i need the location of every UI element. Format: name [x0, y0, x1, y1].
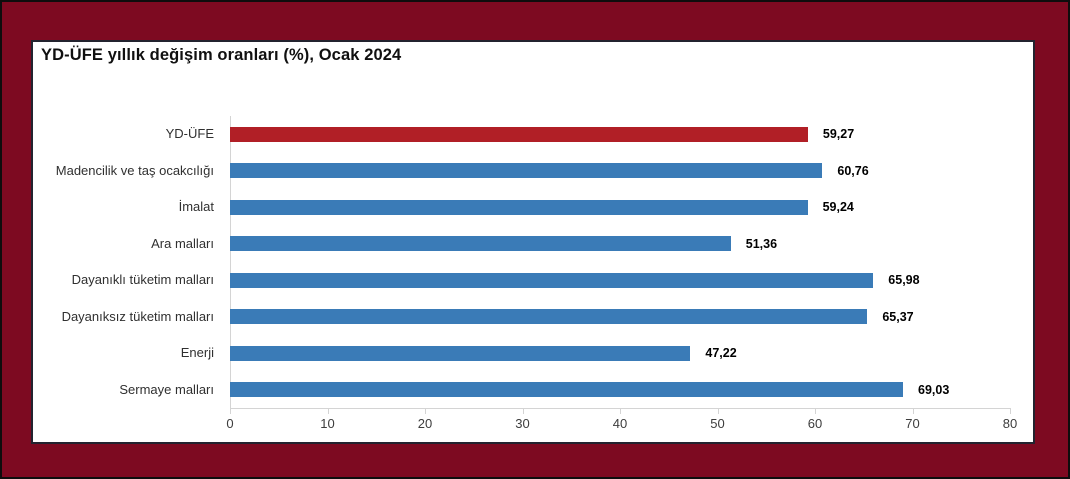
category-label: YD-ÜFE [165, 126, 214, 141]
value-label: 60,76 [837, 163, 869, 178]
category-label: Sermaye malları [119, 381, 214, 397]
category-label: Dayanıklı tüketim malları [71, 272, 214, 287]
bar-row: Enerji 47,22 [33, 335, 1033, 372]
bar-row: Madencilik ve taş ocakcılığı 60,76 [33, 153, 1033, 190]
bar-row: Dayanıklı tüketim malları 65,98 [33, 262, 1033, 299]
category-label: Enerji [180, 345, 214, 360]
x-tick-mark [912, 408, 914, 414]
category-label: Ara malları [151, 235, 214, 251]
x-tick-label: 80 [1002, 416, 1018, 431]
x-tick-label: 0 [226, 416, 234, 431]
bar-row: Dayanıksız tüketim malları 65,37 [33, 299, 1033, 336]
category-label: İmalat [178, 199, 214, 214]
x-tick-mark [230, 408, 231, 414]
bar [230, 309, 868, 325]
category-label: Madencilik ve taş ocakcılığı [55, 162, 214, 178]
x-tick-label: 50 [710, 416, 725, 431]
bar [230, 163, 823, 179]
bar [230, 272, 874, 288]
x-tick-label: 20 [417, 416, 433, 431]
x-tick-mark [1010, 408, 1011, 414]
value-label: 59,24 [822, 200, 854, 214]
bar [230, 345, 691, 361]
x-tick-mark [425, 408, 426, 414]
bar-row: YD-ÜFE 59,27 [33, 116, 1033, 153]
x-tick-mark [522, 408, 524, 414]
chart-panel: YD-ÜFE yıllık değişim oranları (%), Ocak… [31, 40, 1035, 444]
value-label: 65,37 [882, 309, 914, 324]
bar-row: İmalat 59,24 [33, 189, 1033, 226]
chart-title: YD-ÜFE yıllık değişim oranları (%), Ocak… [41, 46, 402, 64]
bar-row: Sermaye malları 69,03 [33, 372, 1033, 409]
x-tick-mark [717, 408, 719, 414]
value-label: 47,22 [705, 346, 737, 360]
value-label: 65,98 [888, 273, 920, 287]
bar [230, 236, 731, 252]
category-axis-line [230, 116, 231, 408]
x-tick-label: 40 [612, 416, 628, 431]
x-tick-mark [327, 408, 329, 414]
highlight-bar [230, 126, 808, 142]
plot-area: YD-ÜFE 59,27 Madencilik ve taş ocakcılığı 6… [33, 42, 1033, 442]
bar-row: Ara malları 51,36 [33, 226, 1033, 263]
value-label: 59,27 [822, 127, 855, 141]
bar [230, 382, 904, 398]
value-label: 51,36 [745, 236, 778, 251]
x-tick-label: 60 [807, 416, 823, 431]
x-tick-label: 70 [905, 416, 920, 431]
x-tick-label: 10 [320, 416, 335, 431]
x-tick-label: 30 [515, 416, 530, 431]
bar [230, 199, 808, 215]
category-label: Dayanıksız tüketim malları [61, 308, 214, 324]
x-tick-mark [815, 408, 816, 414]
x-tick-mark [620, 408, 621, 414]
value-label: 69,03 [918, 382, 950, 397]
